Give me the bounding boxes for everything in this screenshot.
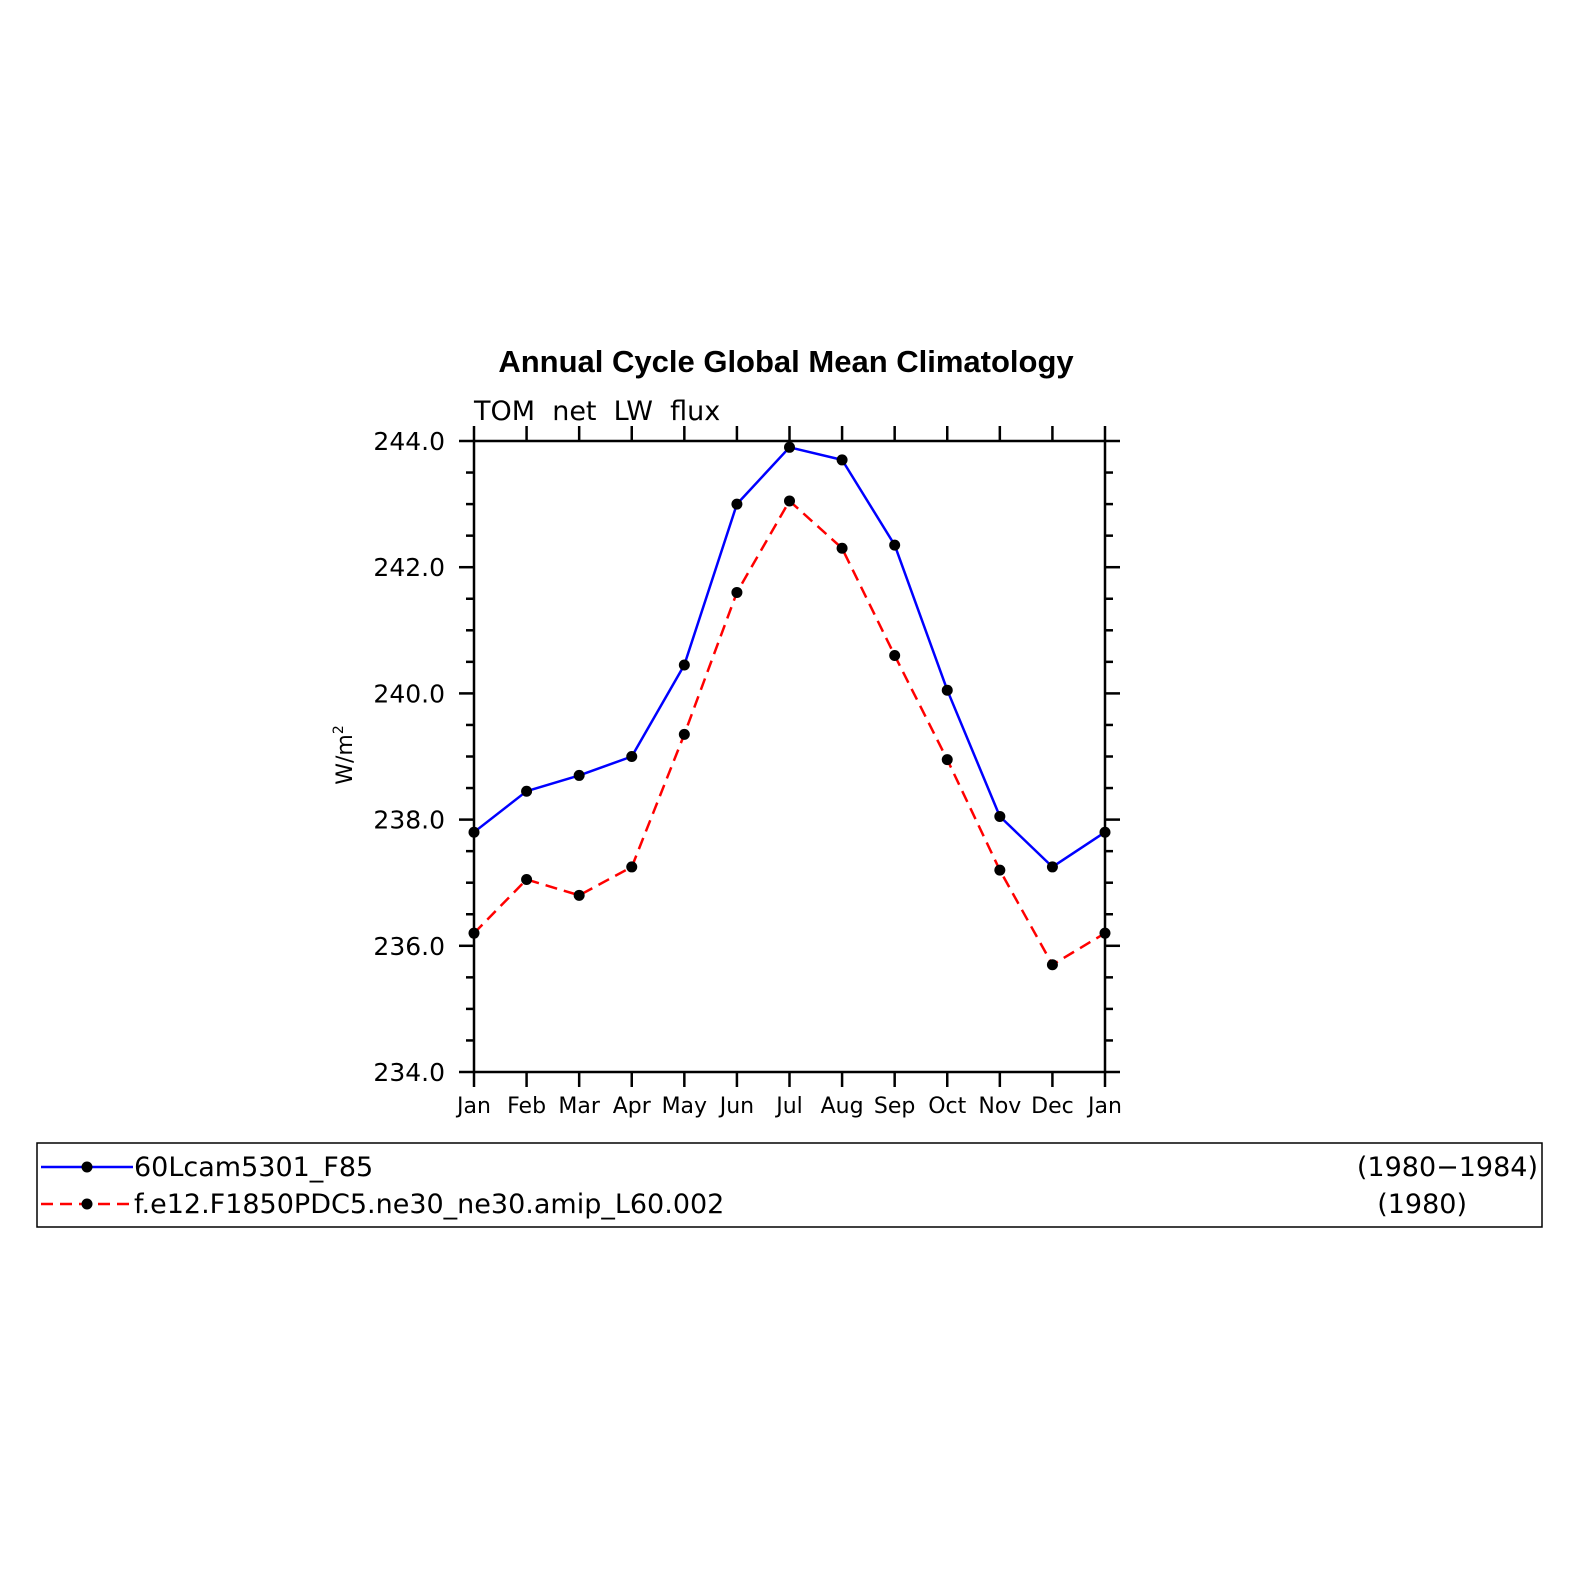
series-2-point xyxy=(626,861,638,873)
series-line-1 xyxy=(473,446,1106,869)
series-2-point xyxy=(889,650,901,662)
y-axis-label: W/m2 xyxy=(331,725,358,785)
y-tick-label: 244.0 xyxy=(373,427,445,456)
series-line-2 xyxy=(473,499,1106,966)
legend-box xyxy=(36,1142,1543,1228)
series-1-point xyxy=(468,826,480,838)
legend: 60Lcam5301_F85 (1980−1984) f.e12.F1850PDC5… xyxy=(36,1142,1543,1228)
chart-title: Annual Cycle Global Mean Climatology xyxy=(498,344,1074,379)
y-axis-label-superscript: 2 xyxy=(331,725,347,734)
y-tick-label: 242.0 xyxy=(373,553,445,582)
series-2-point xyxy=(941,754,953,766)
legend-marker-1 xyxy=(81,1161,93,1173)
series-2-point xyxy=(731,586,743,598)
legend-series-name: f.e12.F1850PDC5.ne30_ne30.amip_L60.002 xyxy=(134,1189,724,1220)
series-1-point xyxy=(573,769,585,781)
y-tick-label: 240.0 xyxy=(373,679,445,708)
y-axis-label-text: W/m xyxy=(333,734,358,785)
legend-series-name: 60Lcam5301_F85 xyxy=(134,1152,373,1183)
series-2-point xyxy=(1099,927,1111,939)
x-tick-label: Jan xyxy=(455,1094,491,1119)
axes: Jan Feb Mar Apr May Jun Jul Aug Sep Oct Nov Dec Jan 2… xyxy=(373,426,1122,1119)
series-1-point xyxy=(626,751,638,762)
x-tick-label: Feb xyxy=(507,1094,546,1119)
x-tick-label: Jun xyxy=(718,1094,754,1119)
series-1-point xyxy=(1099,826,1111,838)
series-1-point xyxy=(889,539,901,551)
x-tick-label: Nov xyxy=(978,1094,1021,1119)
series-2-point xyxy=(468,927,480,939)
y-tick-label: 238.0 xyxy=(373,806,445,835)
x-tick-label: Jul xyxy=(774,1094,803,1119)
series-2-point xyxy=(836,542,848,554)
x-tick-label: Apr xyxy=(613,1094,652,1119)
x-tick-label: Jan xyxy=(1086,1094,1122,1119)
series-1-point xyxy=(521,785,533,797)
series-2-point xyxy=(521,874,533,886)
x-tick-label: Oct xyxy=(928,1094,966,1119)
legend-series-period: (1980) xyxy=(1377,1189,1467,1220)
x-tick-label: Aug xyxy=(821,1094,864,1119)
y-tick-label: 236.0 xyxy=(373,932,445,961)
series-1-point xyxy=(678,659,690,671)
series-2-point xyxy=(784,495,795,507)
series-2-point xyxy=(1046,959,1058,971)
legend-marker-2 xyxy=(81,1198,93,1210)
series-1-point xyxy=(784,441,795,453)
series-2-point xyxy=(573,889,585,901)
x-tick-label: Dec xyxy=(1031,1094,1074,1119)
series-1-point xyxy=(731,498,743,510)
x-tick-label: Sep xyxy=(874,1094,915,1119)
series-2-point xyxy=(994,864,1006,876)
series-layer xyxy=(468,441,1111,971)
series-1-point xyxy=(994,810,1006,822)
x-tick-label: May xyxy=(662,1094,707,1119)
svg-text:W/m2: W/m2 xyxy=(331,725,358,785)
series-1-point xyxy=(836,454,848,466)
series-1-point xyxy=(1046,861,1058,873)
plot-frame xyxy=(472,439,1107,1074)
y-tick-label: 234.0 xyxy=(373,1058,445,1087)
series-1-point xyxy=(941,684,953,696)
chart-subtitle: TOM net LW flux xyxy=(473,396,720,427)
legend-series-period: (1980−1984) xyxy=(1357,1152,1538,1183)
x-tick-label: Mar xyxy=(558,1094,600,1119)
series-2-point xyxy=(678,728,690,740)
